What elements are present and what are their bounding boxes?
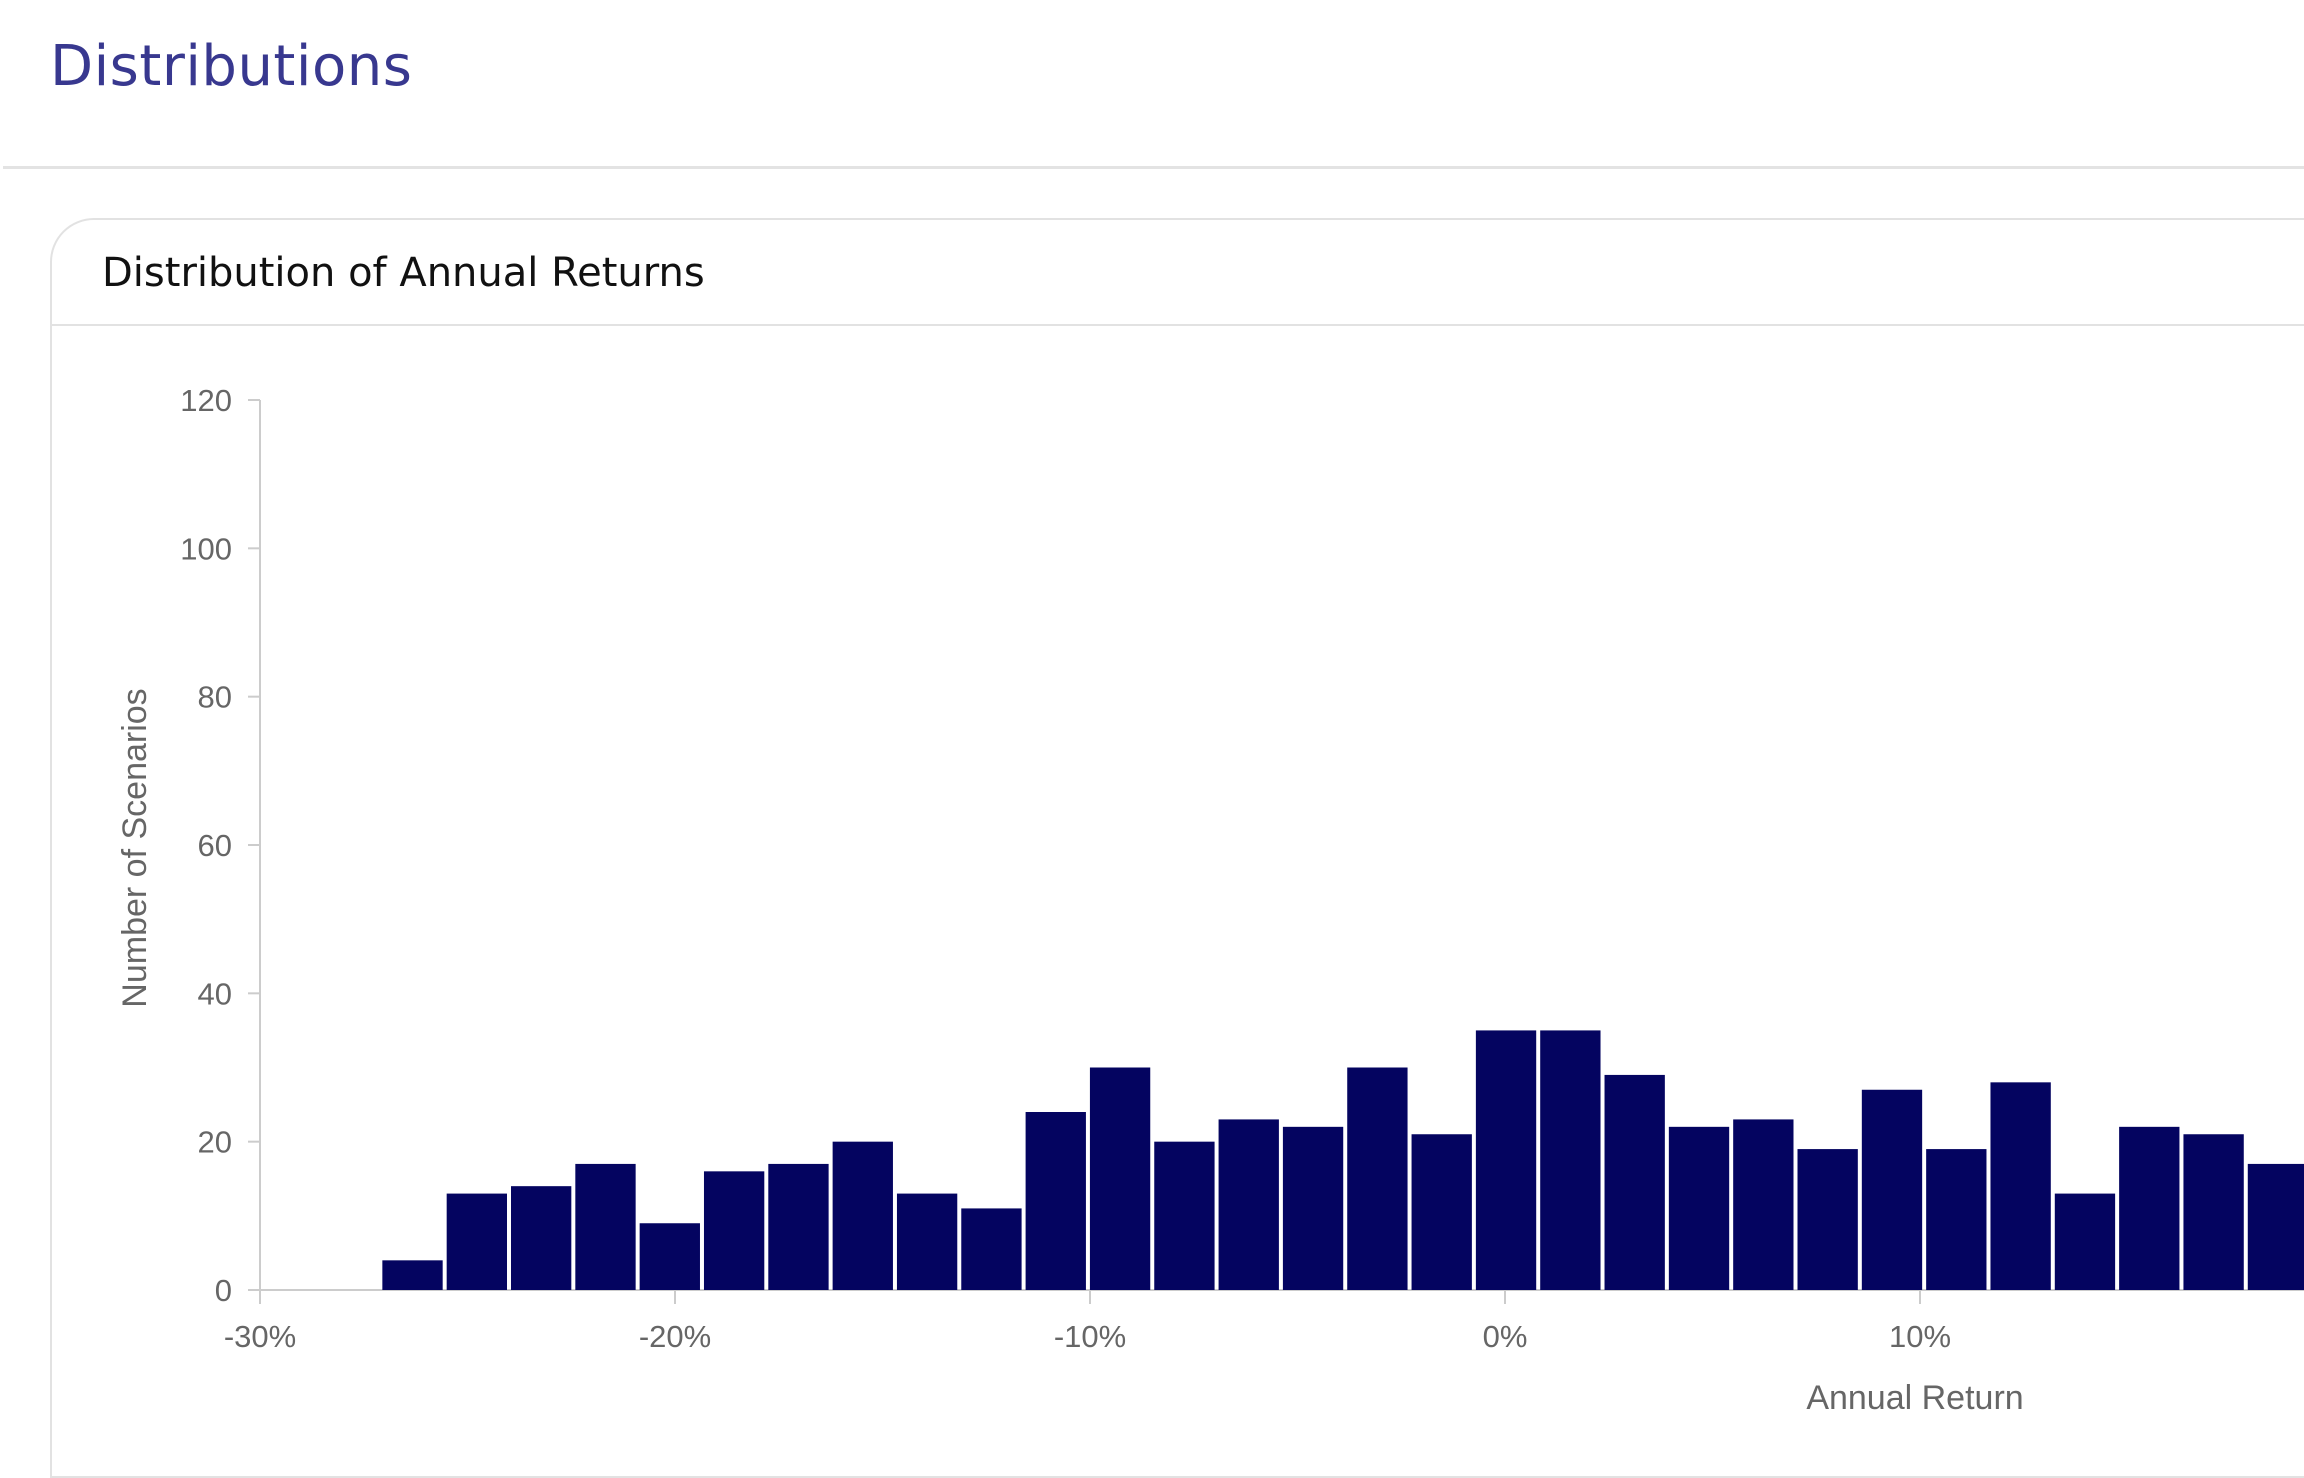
y-tick-label: 40 [198,976,232,1011]
x-ticks: -30%-20%-10%0%10%20% [224,1290,2304,1354]
histogram-bar [897,1194,957,1290]
histogram-bar [511,1186,571,1290]
y-tick-label: 0 [215,1273,232,1308]
histogram-bar [768,1164,828,1290]
y-tick-label: 60 [198,828,232,863]
histogram-bar [1540,1030,1600,1290]
histogram-bar [1926,1149,1986,1290]
histogram-bar [1733,1119,1793,1290]
histogram-bar [1669,1127,1729,1290]
histogram-bar [1090,1068,1150,1291]
y-axis: 0 20 40 60 80 100 120 [180,383,260,1308]
x-tick-label: -10% [1054,1319,1126,1354]
histogram-bar [704,1171,764,1290]
histogram-bar [382,1260,442,1290]
histogram-bar [1219,1119,1279,1290]
histogram-bar [1026,1112,1086,1290]
y-tick-label: 20 [198,1125,232,1160]
x-tick-label: -30% [224,1319,296,1354]
histogram-bar [640,1223,700,1290]
x-axis: -30%-20%-10%0%10%20% [224,1290,2304,1354]
x-tick-label: 0% [1483,1319,1528,1354]
histogram-bar [575,1164,635,1290]
x-tick-label: -20% [639,1319,711,1354]
histogram-bar [2183,1134,2243,1290]
histogram-bar [1347,1068,1407,1291]
histogram-bar [1283,1127,1343,1290]
histogram-bar [1862,1090,1922,1290]
histogram-bar [1154,1142,1214,1290]
y-ticks: 0 20 40 60 80 100 120 [180,383,260,1308]
histogram-bar [2119,1127,2179,1290]
y-axis-title: Number of Scenarios [116,688,154,1007]
y-tick-label: 120 [180,383,232,418]
histogram-bar [1476,1030,1536,1290]
histogram-bar [1605,1075,1665,1290]
histogram-bar [1412,1134,1472,1290]
y-tick-label: 80 [198,680,232,715]
histogram-bar [1990,1082,2050,1290]
histogram-bar [961,1208,1021,1290]
x-tick-label: 10% [1889,1319,1951,1354]
histogram-bar [447,1194,507,1290]
histogram-bar [2055,1194,2115,1290]
histogram-bars [382,1030,2304,1290]
x-axis-title: Annual Return [1806,1379,2023,1417]
histogram-bar [2248,1164,2304,1290]
histogram-bar [1798,1149,1858,1290]
histogram-bar [833,1142,893,1290]
y-tick-label: 100 [180,531,232,566]
